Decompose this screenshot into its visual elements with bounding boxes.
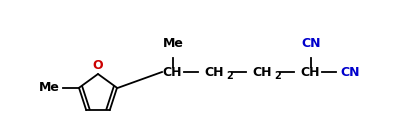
Text: CN: CN <box>301 37 321 50</box>
Text: CH: CH <box>300 66 320 78</box>
Text: CH: CH <box>204 66 224 78</box>
Text: CH: CH <box>162 66 182 78</box>
Text: O: O <box>93 59 103 72</box>
Text: 2: 2 <box>274 71 281 81</box>
Text: Me: Me <box>163 37 183 50</box>
Text: Me: Me <box>39 81 60 94</box>
Text: CH: CH <box>252 66 272 78</box>
Text: CN: CN <box>340 66 359 78</box>
Text: 2: 2 <box>226 71 233 81</box>
